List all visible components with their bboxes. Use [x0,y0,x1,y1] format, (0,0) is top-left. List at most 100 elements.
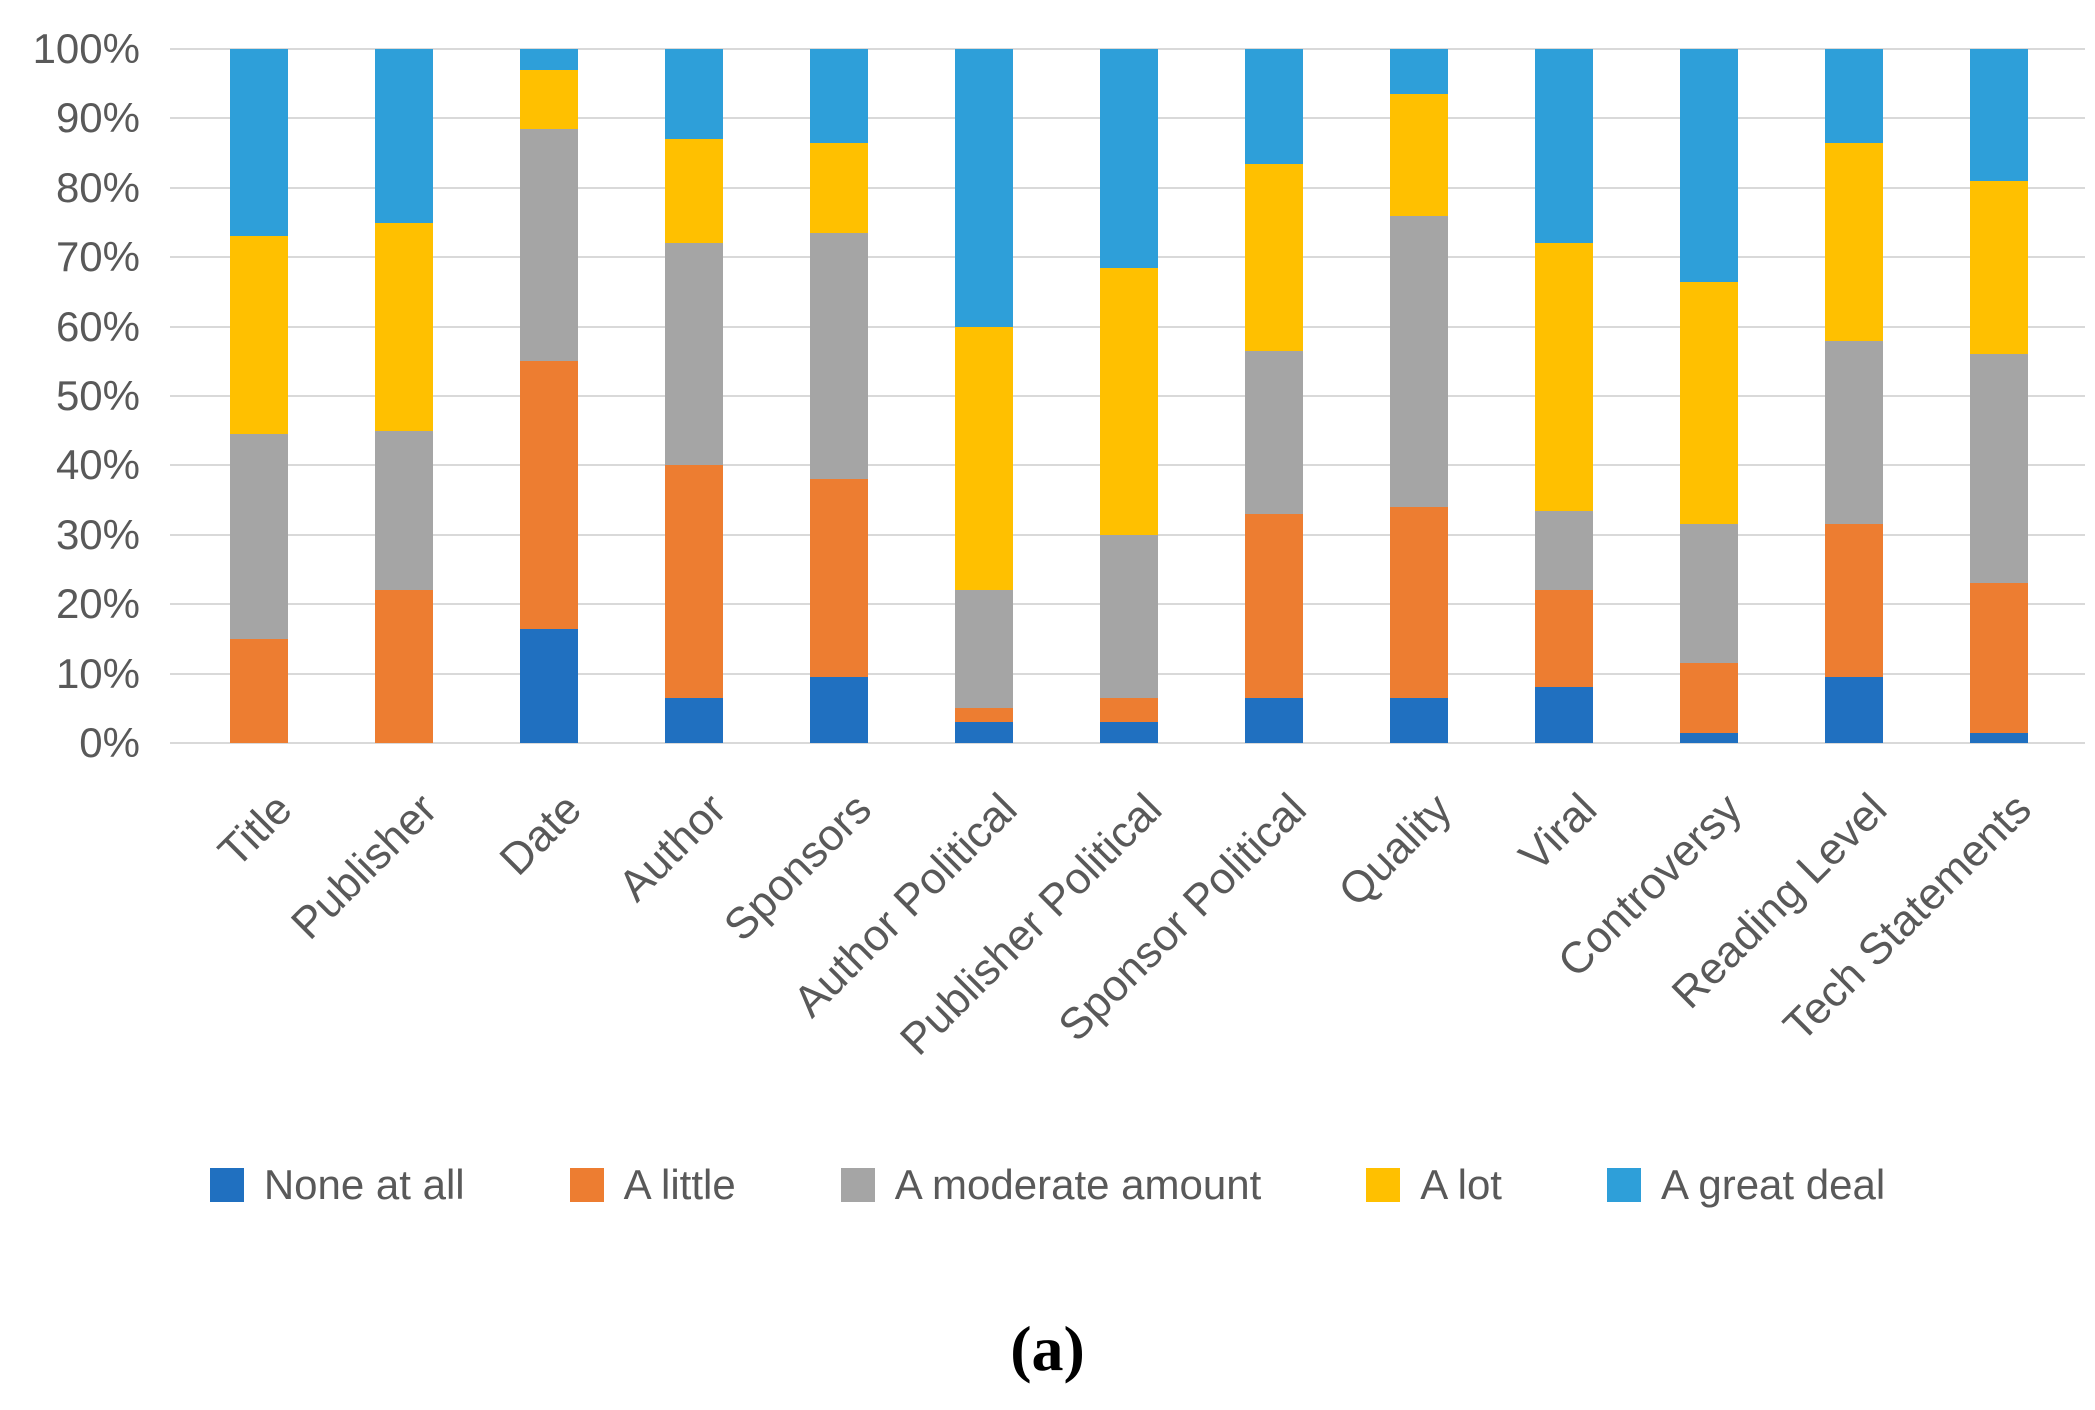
bar-segment [230,236,288,435]
bar-segment [375,590,433,743]
x-axis-label: Publisher [281,784,446,949]
bar-column [1535,49,1593,743]
legend-item: A lot [1366,1161,1502,1209]
bar-column [1390,49,1448,743]
bar-segment [520,361,578,629]
bar-segment [810,677,868,743]
legend-label: A lot [1420,1161,1502,1208]
bar-segment [1970,49,2028,181]
bar-segment [520,628,578,743]
bar-segment [665,465,723,698]
gridline [170,48,2085,50]
bar-segment [520,69,578,129]
bar-segment [1245,163,1303,351]
bar-segment [1100,697,1158,723]
y-tick-label: 70% [55,233,140,281]
x-axis-label: Title [208,784,301,877]
legend-label: None at all [263,1161,465,1208]
legend-label: A moderate amount [894,1161,1262,1208]
bar-segment [375,49,433,223]
bar-column [520,49,578,743]
bar-segment [1535,687,1593,743]
x-axis-label: Publisher Political [890,784,1171,1065]
bar-segment [1825,340,1883,525]
bar-segment [810,49,868,143]
bar-segment [1535,510,1593,591]
bar-segment [1680,663,1738,733]
bar-segment [1390,697,1448,743]
legend-swatch [1606,1168,1641,1202]
y-tick-label: 40% [55,441,140,489]
legend-label: A little [623,1161,736,1208]
bar-segment [230,638,288,743]
bar-column [1970,49,2028,743]
legend-item: A little [569,1161,736,1209]
bar-segment [230,434,288,639]
x-axis-label: Viral [1509,784,1606,881]
bar-segment [1535,49,1593,244]
x-axis-label: Sponsor Political [1049,784,1316,1051]
legend-swatch [840,1168,875,1202]
legend-item: A moderate amount [840,1161,1262,1209]
bar-segment [1825,677,1883,743]
bar-segment [1390,507,1448,698]
bar-column [230,49,288,743]
x-axis-label: Quality [1329,784,1461,916]
bar-segment [810,142,868,233]
bar-segment [1100,722,1158,743]
y-tick-label: 60% [55,302,140,350]
bar-segment [665,697,723,743]
bar-segment [1100,267,1158,535]
bar-column [375,49,433,743]
y-tick-label: 20% [55,580,140,628]
bar-column [665,49,723,743]
legend-item: A great deal [1606,1161,1886,1209]
legend-swatch [209,1168,244,1202]
bar-segment [810,479,868,678]
bar-segment [1245,49,1303,164]
legend-swatch [1366,1168,1401,1202]
bar-segment [1970,180,2028,355]
x-axis-label: Author [609,784,736,911]
legend: None at all A little A moderate amount A lo… [0,1150,2095,1220]
bar-segment [955,722,1013,743]
x-axis-label: Date [490,784,591,885]
bar-segment [665,49,723,140]
bar-segment [520,128,578,362]
gridline [170,742,2085,744]
x-axis-label: Tech Statements [1774,784,2041,1051]
bar-segment [955,590,1013,709]
bar-segment [1680,524,1738,664]
bar-segment [1825,524,1883,678]
bar-column [1245,49,1303,743]
legend-item: None at all [209,1161,465,1209]
bar-column [1825,49,1883,743]
y-tick-label: 50% [55,372,140,419]
legend-swatch [569,1168,604,1202]
plot-area [170,48,2085,744]
y-tick-label: 80% [55,163,140,211]
bar-segment [1390,215,1448,508]
bar-segment [1535,243,1593,511]
bar-segment [1245,350,1303,514]
bar-segment [1970,583,2028,733]
bar-segment [375,430,433,591]
bar-segment [665,243,723,466]
bar-segment [1100,49,1158,268]
bar-segment [1100,534,1158,698]
bar-segment [1825,49,1883,143]
bar-segment [1245,513,1303,698]
legend-label: A great deal [1660,1161,1886,1208]
y-tick-label: 90% [55,94,140,142]
bar-segment [1245,697,1303,743]
bar-segment [1390,49,1448,95]
bar-column [1100,49,1158,743]
bar-segment [955,49,1013,327]
figure-caption: (a) [1010,1313,1085,1384]
bar-segment [1535,590,1593,688]
bar-segment [230,49,288,237]
bar-segment [955,708,1013,723]
bar-segment [665,139,723,244]
bar-segment [375,222,433,431]
